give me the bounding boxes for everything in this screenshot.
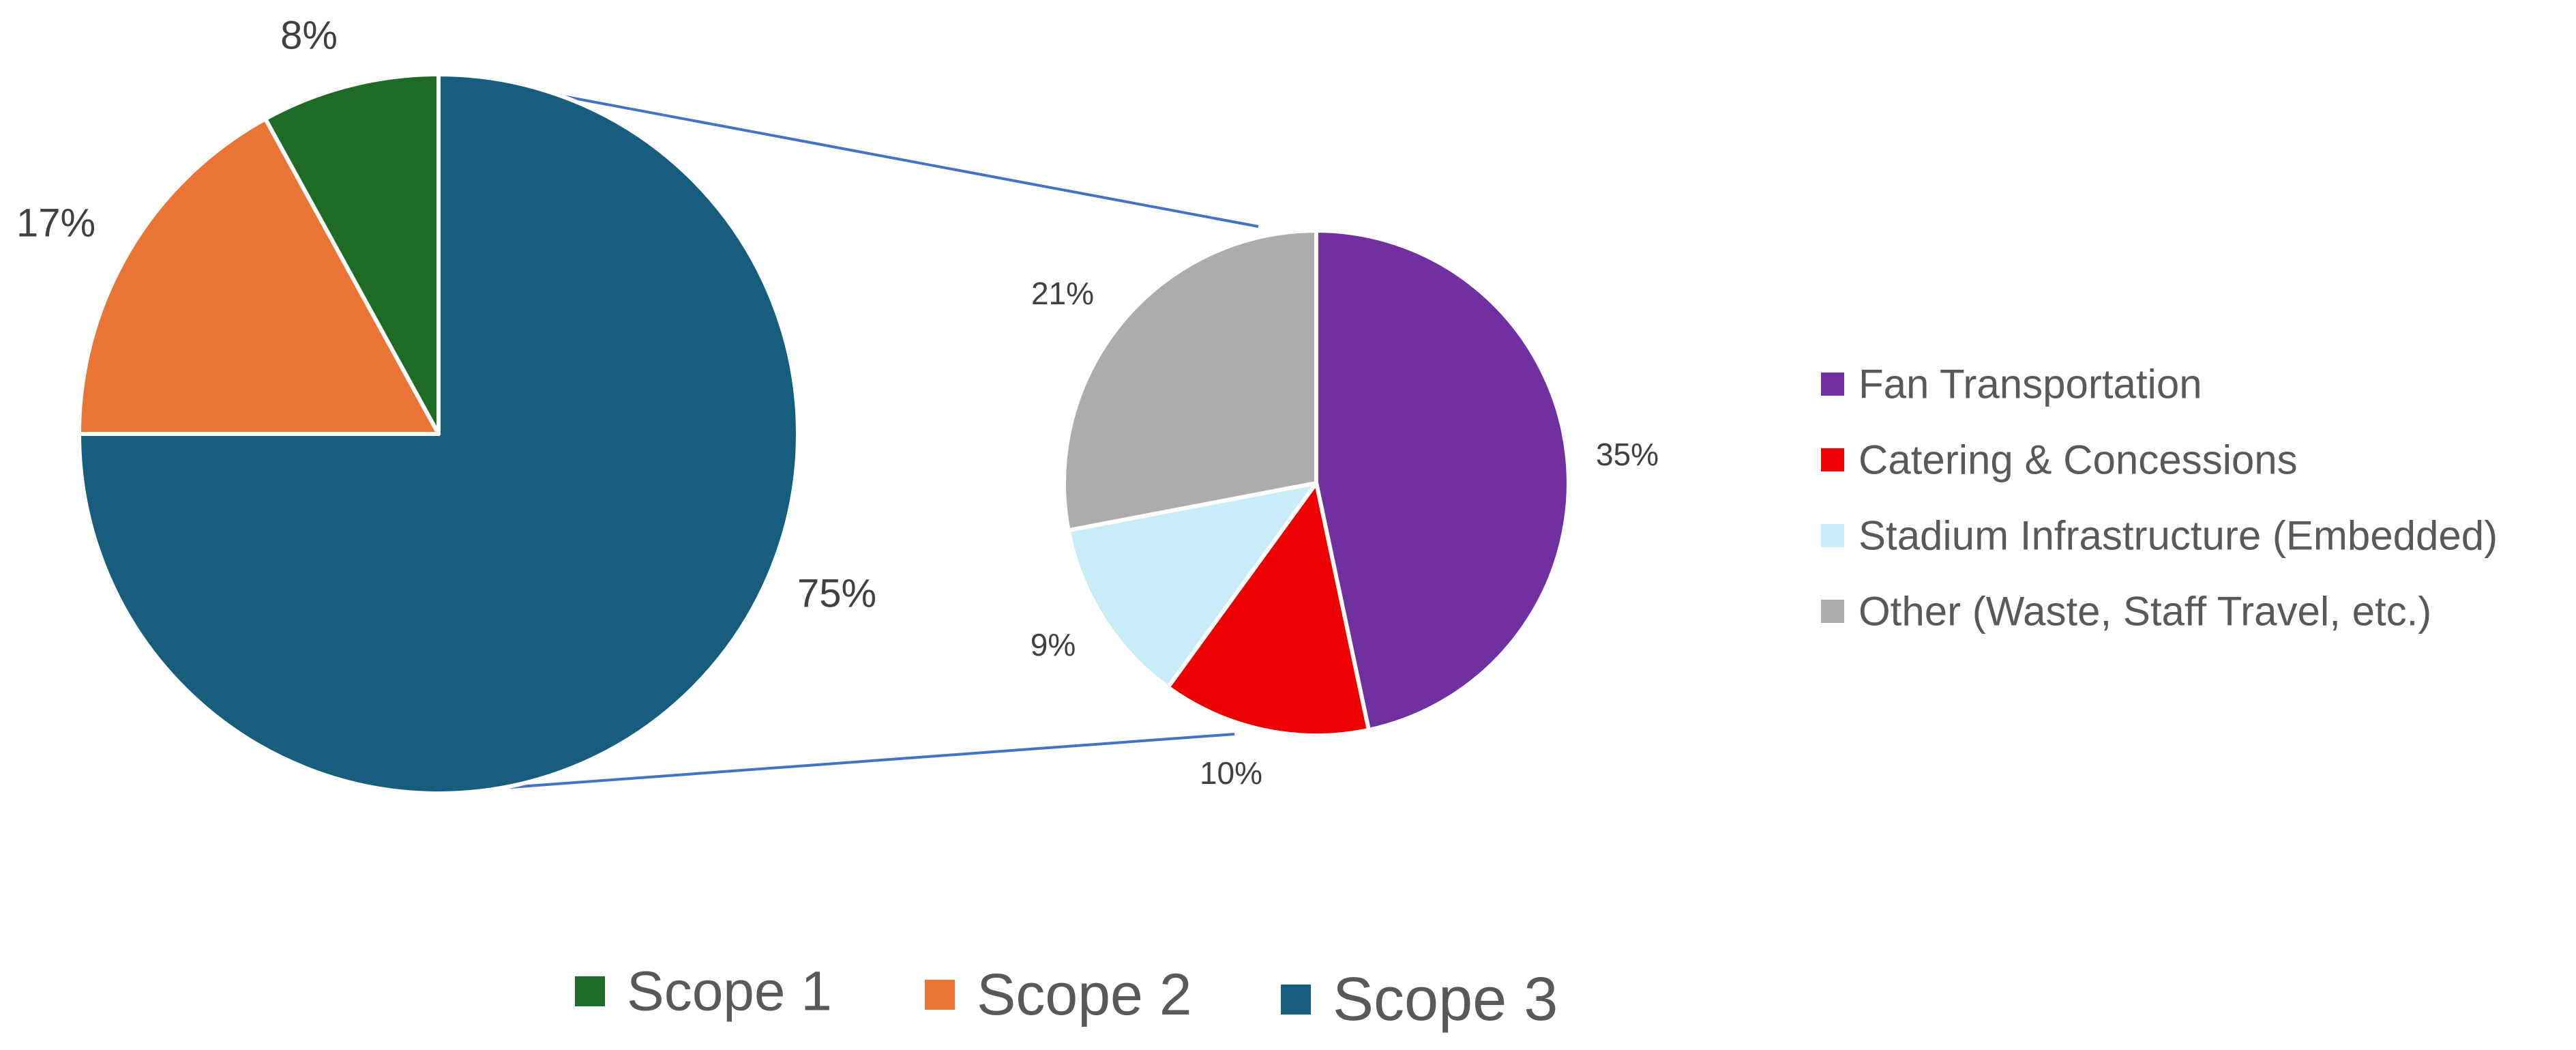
legend-label-scope-2: Scope 2 [977, 962, 1192, 1027]
legend-swatch-other-waste-staff-travel-etc [1821, 600, 1844, 623]
legend-label-other-waste-staff-travel-etc: Other (Waste, Staff Travel, etc.) [1859, 589, 2431, 635]
slice-stadium-infrastructure-embedded [1066, 481, 1318, 690]
legend-label-scope-3: Scope 3 [1333, 965, 1558, 1034]
slice-scope-2 [77, 117, 441, 436]
slice-scope-1 [263, 72, 441, 436]
legend-swatch-scope-2 [925, 980, 955, 1010]
legend-swatch-catering-concessions [1821, 448, 1844, 471]
scope-pie [77, 72, 800, 796]
legend-swatch-fan-transportation [1821, 373, 1844, 396]
data-label-fan-transportation: 35% [1596, 437, 1659, 472]
scope-pie-labels: 8% 17% 75% [16, 14, 876, 616]
legend-swatch-scope-1 [575, 976, 605, 1006]
legend-swatch-stadium-infrastructure-embedded [1821, 524, 1844, 547]
legend-label-stadium-infrastructure-embedded: Stadium Infrastructure (Embedded) [1859, 513, 2498, 559]
data-label-stadium-infrastructure-embedded: 9% [1031, 627, 1076, 662]
breakdown-legend: Fan Transportation Catering & Concessions… [1821, 362, 2498, 635]
data-label-other-waste-staff-travel-etc: 21% [1031, 276, 1094, 311]
legend-label-scope-1: Scope 1 [627, 961, 832, 1023]
breakdown-pie-labels: 35% 10% 9% 21% [1031, 276, 1659, 791]
slice-scope-3 [77, 72, 800, 796]
legend-label-catering-concessions: Catering & Concessions [1859, 437, 2298, 483]
data-label-scope-2: 17% [16, 201, 95, 246]
scope-legend: Scope 1 Scope 2 Scope 3 [575, 961, 1558, 1034]
data-label-scope-3: 75% [797, 572, 876, 616]
data-label-catering-concessions: 10% [1200, 755, 1262, 791]
slice-other-waste-staff-travel-etc [1062, 229, 1318, 533]
connector-lines [426, 93, 1259, 795]
slice-catering-concessions [1166, 481, 1371, 738]
legend-swatch-scope-3 [1281, 985, 1311, 1015]
slice-fan-transportation [1314, 229, 1571, 732]
scope-3-breakdown-pie [1062, 229, 1571, 738]
legend-label-fan-transportation: Fan Transportation [1859, 362, 2202, 407]
data-label-scope-1: 8% [280, 14, 338, 58]
connector-line-bottom [426, 733, 1235, 795]
connector-line-top [555, 93, 1259, 228]
